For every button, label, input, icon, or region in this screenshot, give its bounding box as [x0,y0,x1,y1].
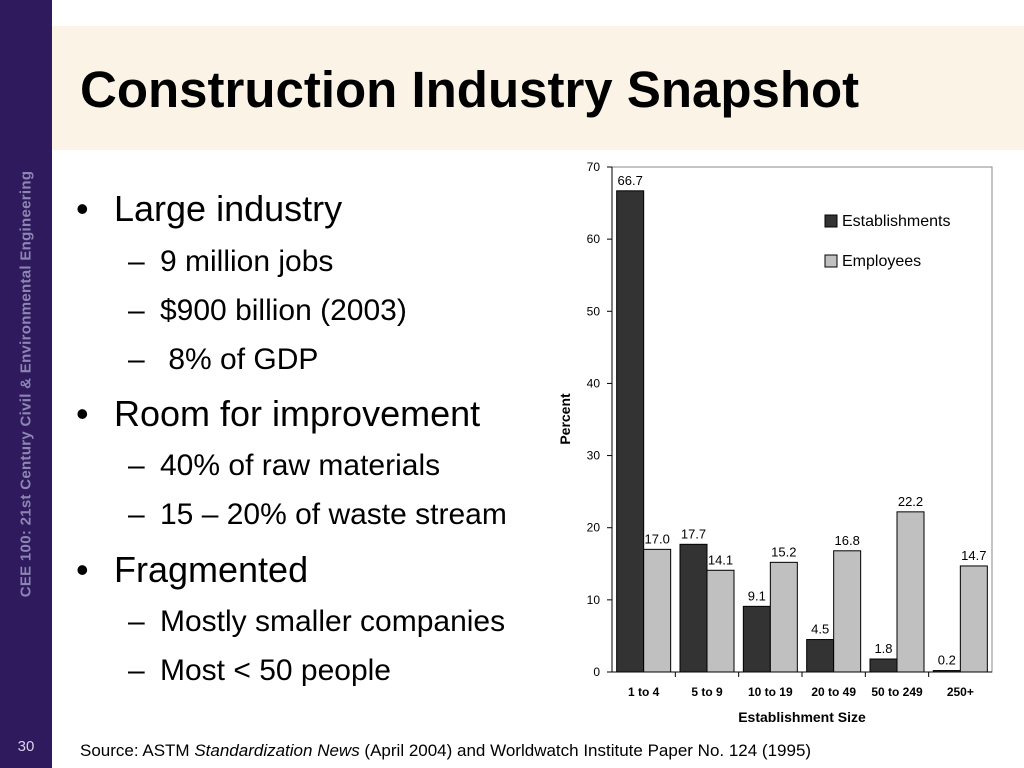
dash-icon: – [128,605,145,638]
y-tick-label: 60 [587,232,601,246]
bar-establishments [932,670,961,673]
chart-bars [616,190,988,673]
data-label: 15.2 [771,544,796,559]
sub-bullet-text: 40% of raw materials [160,449,441,482]
legend-entry: Establishments [842,213,951,230]
dash-icon: – [128,654,145,687]
sub-bullet-text: 9 million jobs [160,245,334,278]
legend-swatch [824,214,838,228]
bar-establishments [806,639,835,673]
bar-employees [959,565,988,673]
legend-entry: Employees [842,253,921,270]
data-label: 1.8 [874,641,892,656]
y-tick-label: 50 [587,304,601,318]
bullet-dot-icon: • [76,549,89,590]
bar-establishments [869,658,898,673]
sub-bullet-text: Mostly smaller companies [160,605,506,638]
x-tick-label: 20 to 49 [811,685,856,699]
x-tick-label: 50 to 249 [871,685,923,699]
data-label: 14.1 [708,552,733,567]
slide-number: 30 [17,738,35,755]
data-label: 4.5 [811,622,829,637]
bar-establishments [616,190,645,673]
bar-establishments [742,605,771,673]
sub-bullet-text: 15 – 20% of waste stream [160,498,507,531]
source-citation: Source: ASTM Standardization News (April… [80,741,811,761]
y-tick-label: 10 [587,593,601,607]
slide-title: Construction Industry Snapshot [80,61,860,118]
dash-icon: – [128,245,145,278]
bar-employees [643,548,672,673]
bullet-3-text: Fragmented [114,549,309,590]
x-tick-label: 250+ [947,685,974,699]
bar-employees [896,511,925,673]
chart-axes: 0 10 20 30 40 50 60 70 1 to 4 5 to 9 10 to 19 20 to… [587,160,993,699]
data-label: 9.1 [748,588,766,603]
data-label: 66.7 [618,173,643,188]
data-label: 14.7 [961,548,986,563]
y-tick-label: 70 [587,160,601,174]
sub-bullet-text: $900 billion (2003) [160,294,407,327]
data-label: 17.0 [645,531,670,546]
source-suffix: (April 2004) and Worldwatch Institute Pa… [359,741,812,760]
bar-employees [706,569,735,673]
x-axis-label: Establishment Size [738,709,866,725]
bar-employees [769,561,798,673]
y-axis-label: Percent [557,393,573,445]
data-label: 22.2 [898,494,923,509]
chart-data-labels: 66.7 17.7 9.1 4.5 1.8 0.2 17.0 14.1 15.2 16.8 22.2… [618,173,987,668]
dash-icon: – [128,449,145,482]
dash-icon: – [128,343,145,376]
data-label: 16.8 [835,533,860,548]
bullet-2-text: Room for improvement [114,393,481,434]
bar-establishments [679,543,708,673]
y-tick-label: 20 [587,521,601,535]
sub-bullet-text: Most < 50 people [160,654,391,687]
y-tick-label: 30 [587,449,601,463]
chart-legend: Establishments Employees [824,213,951,270]
source-prefix: Source: ASTM [80,741,195,760]
y-tick-label: 0 [593,665,600,679]
legend-swatch [824,254,838,268]
bar-employees [833,550,862,673]
dash-icon: – [128,294,145,327]
source-italic: Standardization News [194,741,360,760]
sub-bullet-text: 8% of GDP [160,343,319,376]
side-label: CEE 100: 21st Century Civil & Environmen… [17,170,35,598]
x-tick-label: 10 to 19 [748,685,793,699]
side-bar: CEE 100: 21st Century Civil & Environmen… [0,0,52,768]
bullet-dot-icon: • [76,188,89,229]
bar-chart: 0 10 20 30 40 50 60 70 1 to 4 5 to 9 10 to 19 20 to… [557,160,993,725]
bullet-dot-icon: • [76,393,89,434]
data-label: 17.7 [681,526,706,541]
data-label: 0.2 [938,653,956,668]
y-tick-label: 40 [587,376,601,390]
bullet-1-text: Large industry [114,188,343,229]
title-band [52,26,1024,150]
dash-icon: – [128,498,145,531]
x-tick-label: 1 to 4 [628,685,660,699]
x-tick-label: 5 to 9 [691,685,723,699]
